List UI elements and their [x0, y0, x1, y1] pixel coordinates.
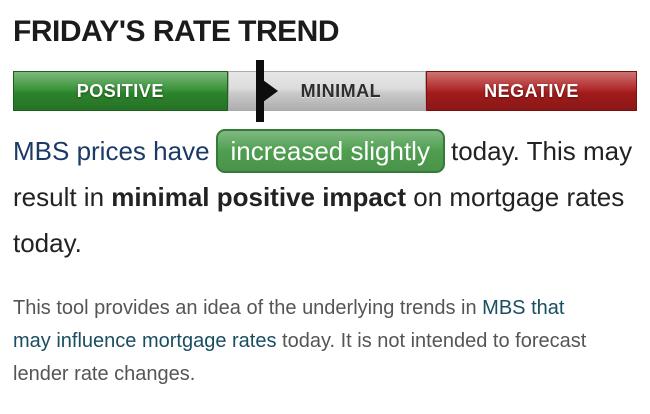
- statement-bold-text: minimal positive impact: [111, 182, 407, 212]
- statement-mid-text: today. This may result in: [13, 136, 633, 212]
- disclaimer-before-link: This tool provides an idea of the underl…: [13, 297, 483, 319]
- bar-segment-negative: NEGATIVE: [426, 71, 637, 111]
- trend-marker: [256, 60, 265, 122]
- page-title: FRIDAY'S RATE TREND: [13, 15, 340, 48]
- statement-end-text: on mortgage rates today.: [13, 182, 625, 258]
- rate-trend-bar: POSITIVE MINIMAL NEGATIVE: [13, 60, 637, 122]
- mbs-influence-link[interactable]: MBS that may influence mortgage rates: [13, 297, 565, 352]
- mbs-prices-link[interactable]: MBS prices have: [13, 136, 210, 166]
- disclaimer-after-link: today. It is not intended to forecast le…: [13, 330, 587, 385]
- rate-trend-widget: FRIDAY'S RATE TREND POSITIVE MINIMAL NEG…: [0, 14, 650, 391]
- disclaimer-text: This tool provides an idea of the underl…: [13, 292, 591, 391]
- rate-statement: MBS prices have increased slightly today. …: [13, 128, 637, 266]
- rate-change-badge: increased slightly: [215, 129, 445, 173]
- bar-segment-positive: POSITIVE: [13, 71, 228, 111]
